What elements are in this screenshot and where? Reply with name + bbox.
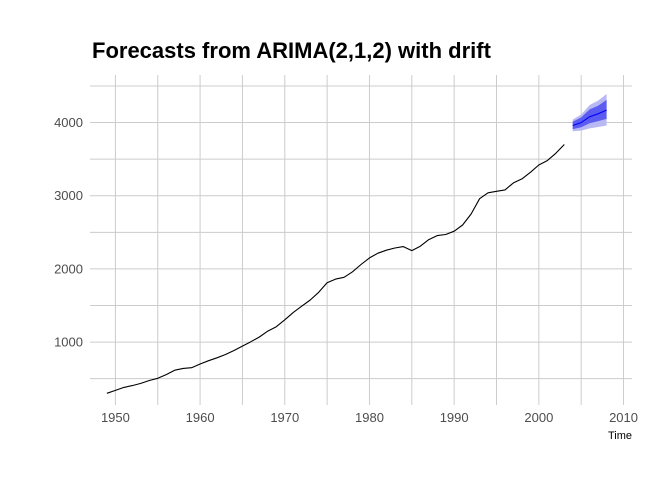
series-line-observed xyxy=(106,144,565,394)
grid xyxy=(90,75,632,405)
series-line-forecast xyxy=(572,109,607,127)
y-tick-label-2000: 2000 xyxy=(54,261,83,276)
x-tick-label-1970: 1970 xyxy=(270,410,299,425)
x-tick-label-2010: 2010 xyxy=(609,410,638,425)
x-axis-label: Time xyxy=(608,430,632,442)
x-tick-label-1990: 1990 xyxy=(440,410,469,425)
x-tick-label-1980: 1980 xyxy=(355,410,384,425)
y-tick-label-4000: 4000 xyxy=(54,115,83,130)
y-tick-label-3000: 3000 xyxy=(54,188,83,203)
chart-title: Forecasts from ARIMA(2,1,2) with drift xyxy=(92,38,492,63)
series-lines xyxy=(106,109,607,394)
x-tick-label-1960: 1960 xyxy=(186,410,215,425)
x-tick-label-2000: 2000 xyxy=(524,410,553,425)
x-tick-label-1950: 1950 xyxy=(101,410,130,425)
tick-labels: 1950 1960 1970 1980 1990 2000 2010 1000 2000 3000… xyxy=(54,115,638,425)
y-tick-label-1000: 1000 xyxy=(54,335,83,350)
band-80pct xyxy=(572,99,607,130)
